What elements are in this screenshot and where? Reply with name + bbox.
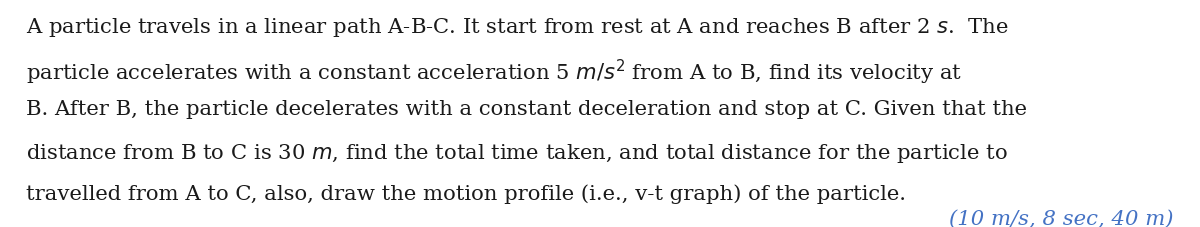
Text: distance from B to C is 30 $m$, find the total time taken, and total distance fo: distance from B to C is 30 $m$, find the… (26, 142, 1008, 165)
Text: particle accelerates with a constant acceleration 5 $m/s^2$ from A to B, find it: particle accelerates with a constant acc… (26, 58, 962, 87)
Text: travelled from A to C, also, draw the motion profile (i.e., v-t graph) of the pa: travelled from A to C, also, draw the mo… (26, 184, 906, 203)
Text: B. After B, the particle decelerates with a constant deceleration and stop at C.: B. After B, the particle decelerates wit… (26, 100, 1027, 119)
Text: A particle travels in a linear path A-B-C. It start from rest at A and reaches B: A particle travels in a linear path A-B-… (26, 16, 1009, 39)
Text: (10 m/s, 8 sec, 40 m): (10 m/s, 8 sec, 40 m) (949, 209, 1174, 227)
